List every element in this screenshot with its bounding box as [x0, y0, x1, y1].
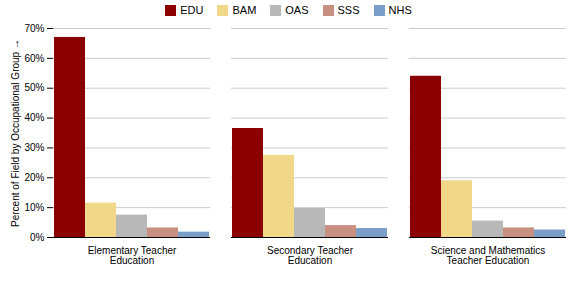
svg-text:Secondary TeacherEducation: Secondary TeacherEducation — [267, 245, 354, 266]
html-text:EDU: EDU — [180, 4, 204, 16]
html-text:SSS: SSS — [337, 4, 360, 16]
svg-text:20%: 20% — [24, 172, 44, 183]
html-text:NHS: NHS — [388, 4, 412, 16]
svg-text:Elementary TeacherEducation: Elementary TeacherEducation — [88, 245, 177, 266]
svg-text:10%: 10% — [24, 202, 44, 213]
svg-text:0%: 0% — [30, 232, 45, 243]
svg-text:50%: 50% — [24, 82, 44, 93]
svg-text:Science and MathematicsTeacher: Science and MathematicsTeacher Education — [431, 245, 546, 266]
svg-text:40%: 40% — [24, 112, 44, 123]
svg-text:30%: 30% — [24, 142, 44, 153]
html-text:OAS: OAS — [285, 4, 309, 16]
svg-text:Percent of Field by Occupation: Percent of Field by Occupational Group → — [10, 39, 21, 227]
svg-text:60%: 60% — [24, 53, 44, 64]
svg-text:70%: 70% — [24, 23, 44, 34]
html-text:BAM: BAM — [232, 4, 257, 16]
